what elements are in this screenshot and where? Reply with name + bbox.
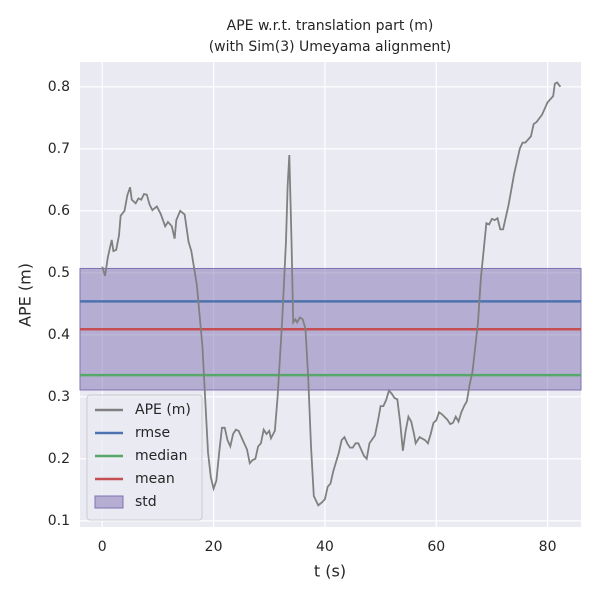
- y-tick-label: 0.8: [48, 79, 70, 95]
- legend-label: APE (m): [135, 402, 191, 418]
- y-tick-label: 0.7: [48, 141, 70, 157]
- line-series: [101, 81, 562, 507]
- y-tick-label: 0.3: [48, 389, 70, 405]
- y-tick-label: 0.5: [48, 265, 70, 281]
- chart-subtitle: (with Sim(3) Umeyama alignment): [209, 39, 452, 55]
- legend-label: mean: [135, 471, 175, 487]
- x-tick-label: 0: [98, 539, 107, 555]
- legend-label: std: [135, 494, 157, 510]
- x-axis-label: t (s): [314, 562, 346, 581]
- legend-box: [86, 394, 203, 521]
- x-tick-label: 40: [316, 539, 334, 555]
- legend-label: median: [135, 448, 187, 464]
- y-tick-label: 0.4: [48, 327, 70, 343]
- y-tick-label: 0.1: [48, 513, 70, 529]
- legend: APE (m) rmse median mean std: [86, 394, 203, 521]
- x-tick-label: 20: [205, 539, 223, 555]
- chart-title: APE w.r.t. translation part (m): [227, 18, 434, 34]
- x-tick-label: 80: [539, 539, 557, 555]
- legend-swatch: [94, 495, 124, 509]
- y-tick-label: 0.2: [48, 451, 70, 467]
- y-axis-label: APE (m): [16, 263, 35, 327]
- legend-label: rmse: [135, 425, 170, 441]
- x-tick-label: 60: [427, 539, 445, 555]
- y-tick-label: 0.6: [48, 203, 70, 219]
